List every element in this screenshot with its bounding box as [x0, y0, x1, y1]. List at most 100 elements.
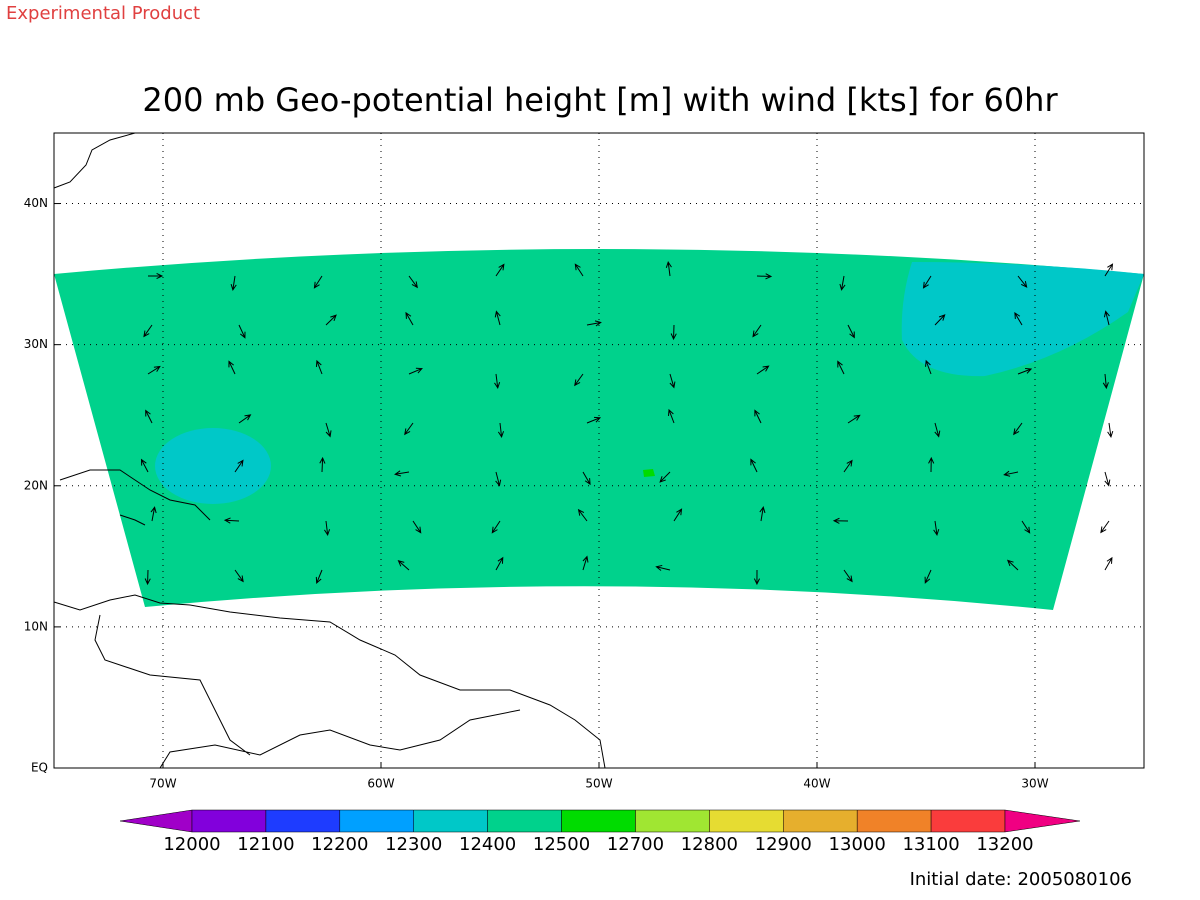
colorbar-label: 12400	[459, 834, 516, 855]
wind-arrow	[494, 310, 501, 326]
wind-arrow	[1107, 422, 1114, 439]
wind-arrow	[933, 520, 940, 536]
colorbar-label: 13200	[976, 834, 1033, 855]
wind-arrow	[230, 275, 237, 291]
wind-arrow	[753, 569, 761, 586]
colorbar-label: 13100	[902, 834, 959, 855]
wind-arrow	[756, 365, 770, 375]
colorbar-label: 12700	[607, 834, 664, 855]
wind-arrow	[665, 260, 672, 277]
height-contour-area	[901, 262, 1144, 377]
wind-arrow	[313, 275, 323, 289]
wind-arrow	[495, 471, 502, 487]
wind-arrow	[924, 569, 932, 584]
wind-arrow	[922, 275, 932, 289]
wind-arrow	[925, 359, 932, 375]
colorbar-label: 13000	[829, 834, 886, 855]
wind-arrow	[408, 275, 418, 289]
wind-arrow	[325, 314, 337, 326]
wind-arrow	[752, 324, 762, 338]
wind-arrow	[234, 459, 244, 473]
wind-arrow	[1100, 520, 1110, 534]
coastline	[53, 132, 606, 769]
map-title: 200 mb Geo-potential height [m] with win…	[142, 81, 1058, 119]
wind-arrow	[928, 456, 935, 473]
wind-arrow	[319, 456, 326, 473]
wind-arrow	[586, 320, 602, 327]
wind-arrow	[238, 324, 246, 339]
wind-arrow	[843, 459, 853, 473]
wind-arrow	[394, 470, 410, 477]
wind-arrow	[404, 422, 414, 436]
colorbar-swatch	[265, 809, 341, 833]
colorbar-swatch	[119, 809, 193, 833]
colorbar-swatch	[1004, 809, 1081, 833]
wind-arrow	[673, 508, 683, 522]
wind-arrow	[574, 373, 584, 387]
y-tick-label: 30N	[24, 337, 48, 351]
wind-arrow	[145, 409, 153, 424]
wind-arrow	[494, 373, 501, 390]
wind-arrow	[934, 422, 941, 438]
wind-arrow	[655, 564, 671, 571]
colorbar-label: 12800	[681, 834, 738, 855]
y-tick-label: 10N	[24, 619, 48, 633]
colorbar-swatch	[191, 809, 267, 833]
wind-arrow	[586, 416, 602, 424]
wind-arrow	[659, 471, 671, 483]
wind-arrow	[143, 324, 153, 338]
wind-arrow	[759, 506, 766, 522]
x-tick-label: 50W	[585, 777, 612, 791]
wind-arrow	[1003, 470, 1019, 477]
wind-arrow	[1017, 367, 1033, 375]
colorbar-label: 12300	[385, 834, 442, 855]
initial-date: Initial date: 2005080106	[910, 869, 1132, 890]
colorbar-label: 12100	[237, 834, 294, 855]
wind-arrow	[140, 458, 149, 473]
product-note: Experimental Product	[6, 3, 200, 24]
wind-arrow	[325, 422, 332, 438]
wind-arrow	[582, 471, 591, 486]
wind-arrow	[1104, 263, 1114, 277]
y-tick-label: EQ	[31, 761, 48, 775]
wind-arrow	[495, 556, 504, 571]
wind-arrow	[323, 520, 331, 537]
x-tick-label: 70W	[149, 777, 176, 791]
wind-arrow	[1104, 471, 1111, 487]
x-tick-label: 30W	[1021, 777, 1048, 791]
wind-arrow	[843, 569, 853, 583]
wind-arrow	[1013, 422, 1023, 436]
wind-arrow	[144, 569, 151, 586]
height-contour-area	[643, 469, 655, 477]
wind-arrow	[497, 422, 505, 439]
colorbar-label: 12500	[533, 834, 590, 855]
height-field	[54, 249, 1144, 610]
wind-arrow	[670, 324, 677, 341]
wind-arrow	[315, 359, 323, 375]
y-tick-label: 20N	[24, 478, 48, 492]
wind-arrow	[832, 517, 849, 524]
wind-arrow	[847, 324, 855, 339]
colorbar-swatch	[487, 809, 562, 833]
colorbar-swatch	[635, 809, 710, 833]
colorbar-swatch	[339, 809, 414, 833]
colorbar-swatch	[413, 809, 488, 833]
wind-arrow	[1006, 559, 1019, 571]
wind-arrow	[750, 458, 758, 473]
colorbar-swatch	[856, 809, 932, 833]
wind-arrow	[315, 569, 323, 585]
wind-arrow	[1014, 311, 1023, 326]
wind-arrow	[1021, 520, 1031, 534]
wind-arrow	[147, 365, 161, 375]
wind-arrow	[1017, 275, 1028, 288]
colorbar-label: 12900	[755, 834, 812, 855]
wind-arrow	[495, 263, 505, 277]
colorbar-label: 12000	[163, 834, 220, 855]
wind-arrow	[238, 414, 252, 424]
wind-arrow	[847, 414, 861, 424]
wind-arrow	[934, 314, 946, 326]
wind-arrow	[397, 560, 410, 571]
wind-arrow	[150, 506, 157, 522]
wind-arrow	[577, 508, 588, 522]
wind-arrow	[148, 272, 164, 280]
